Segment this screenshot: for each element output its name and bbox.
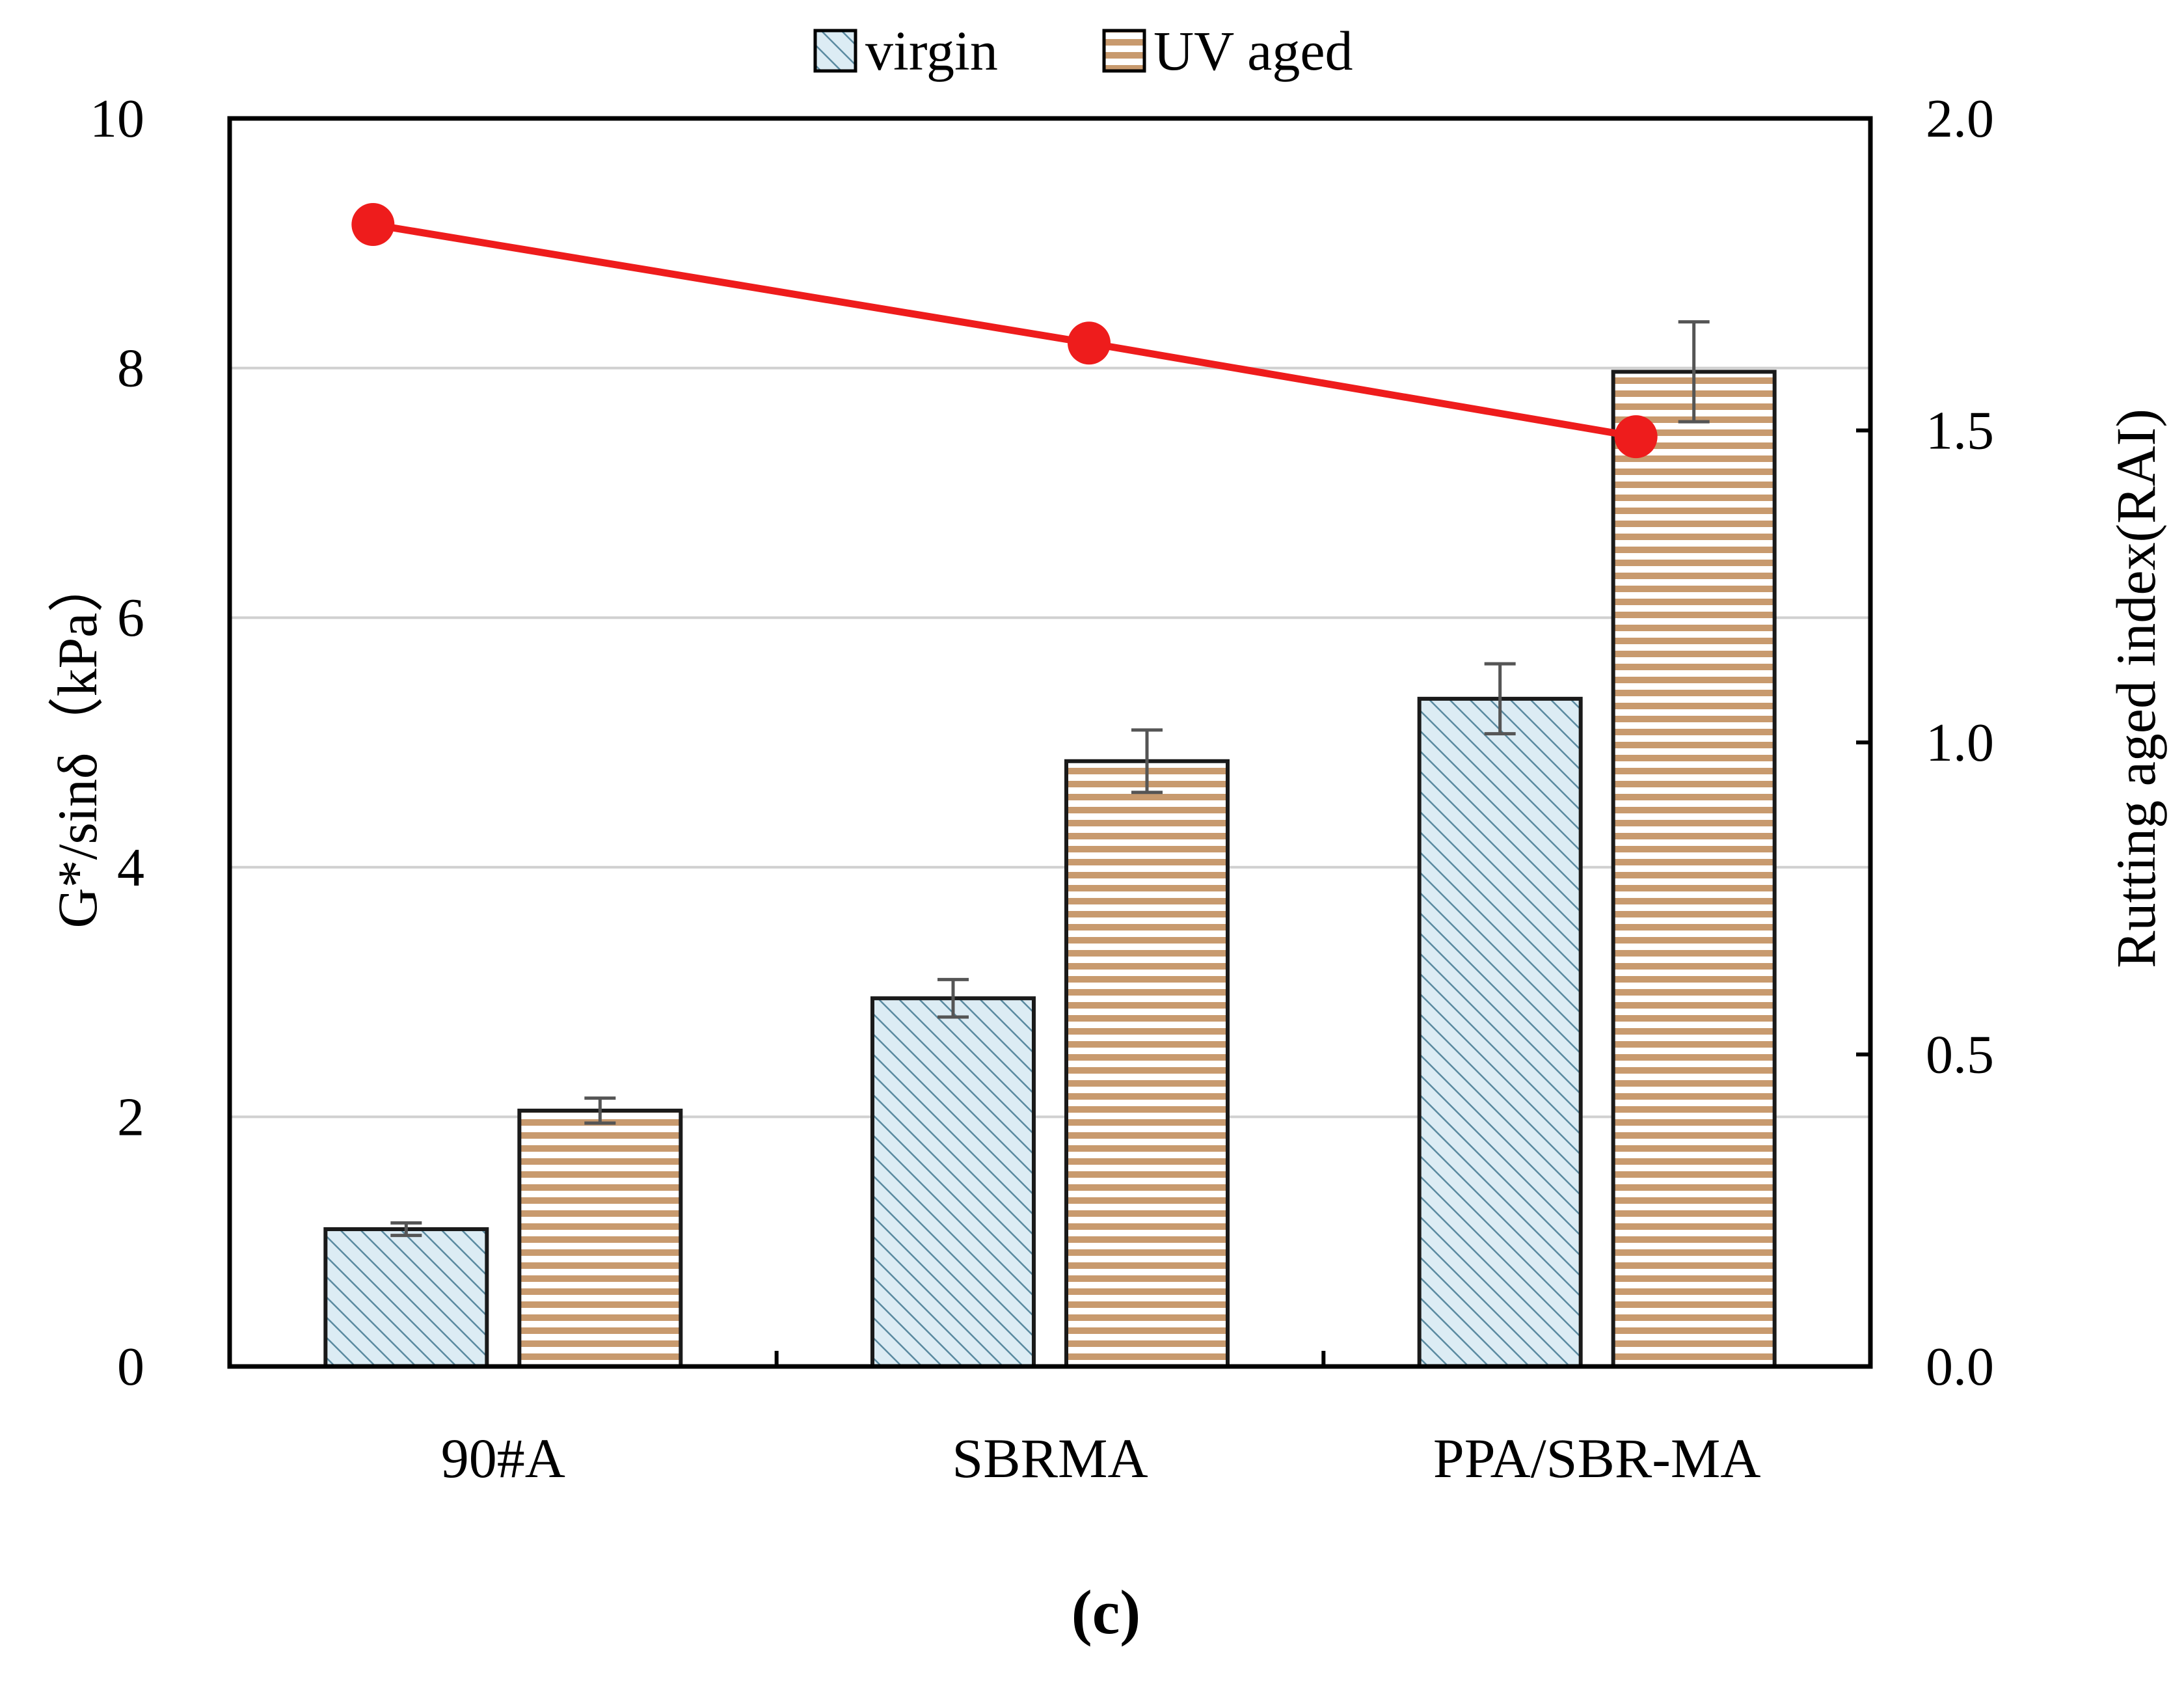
rai-point-90-a: [351, 203, 395, 247]
error-bar-uv-aged-ppa-sbr-ma: [1678, 320, 1710, 424]
legend-swatch-uv-aged: [1102, 29, 1146, 73]
bar-virgin-90-a: [323, 1227, 489, 1369]
bar-virgin-sbrma: [870, 996, 1036, 1368]
y2-tick-label-2.0: 2.0: [1926, 88, 1994, 149]
y-tick-label-2: 2: [117, 1087, 144, 1147]
gridlines: [230, 366, 1870, 1119]
legend-label-virgin: virgin: [865, 20, 998, 82]
y2-tick-label-1.5: 1.5: [1926, 401, 1994, 461]
error-bar-virgin-ppa-sbr-ma: [1484, 662, 1516, 736]
y-axis-title: G*/sinδ（kPa）: [46, 557, 109, 929]
y-tick-label-6: 6: [117, 588, 144, 648]
bar-uv-aged-ppa-sbr-ma: [1611, 370, 1777, 1368]
y2-tick-labels: 0.0 0.5 1.0 1.5 2.0: [1856, 88, 1994, 1397]
rai-line-layer: [351, 203, 1658, 459]
bars: [323, 370, 1777, 1369]
error-bar-uv-aged-90-a: [584, 1096, 616, 1125]
error-bars: [390, 320, 1710, 1238]
legend: virgin UV aged: [813, 20, 1353, 82]
bar-virgin-ppa-sbr-ma: [1417, 696, 1583, 1368]
y2-tick-label-0.5: 0.5: [1926, 1025, 1994, 1085]
legend-label-uv-aged: UV aged: [1153, 20, 1353, 82]
y-tick-label-0: 0: [117, 1337, 144, 1397]
y-tick-labels: 0 2 4 6 8 10: [90, 88, 144, 1397]
category-label-90-a: 90#A: [441, 1427, 565, 1489]
error-bar-uv-aged-sbrma: [1131, 728, 1163, 794]
category-label-sbrma: SBRMA: [952, 1427, 1148, 1489]
y2-tick-label-1.0: 1.0: [1926, 713, 1994, 773]
y2-axis-title: Rutting aged index(RAI): [2105, 409, 2167, 968]
y-tick-label-10: 10: [90, 88, 144, 149]
y-tick-label-8: 8: [117, 338, 144, 399]
rai-line: [372, 221, 1637, 441]
bar-uv-aged-sbrma: [1064, 759, 1230, 1368]
rai-point-ppa-sbr-ma: [1614, 415, 1658, 459]
bar-uv-aged-90-a: [517, 1108, 683, 1369]
error-bar-virgin-sbrma: [937, 977, 969, 1019]
x-ticks: [774, 1351, 1326, 1366]
legend-swatch-virgin: [813, 29, 857, 73]
y2-tick-label-0.0: 0.0: [1926, 1337, 1994, 1397]
error-bar-virgin-90-a: [390, 1221, 422, 1238]
category-labels: 90#A SBRMA PPA/SBR-MA: [441, 1427, 1761, 1489]
rai-point-sbrma: [1068, 321, 1111, 365]
category-label-ppa-sbr-ma: PPA/SBR-MA: [1433, 1427, 1761, 1489]
figure-caption: (c): [1072, 1577, 1141, 1647]
y-tick-label-4: 4: [117, 837, 144, 898]
